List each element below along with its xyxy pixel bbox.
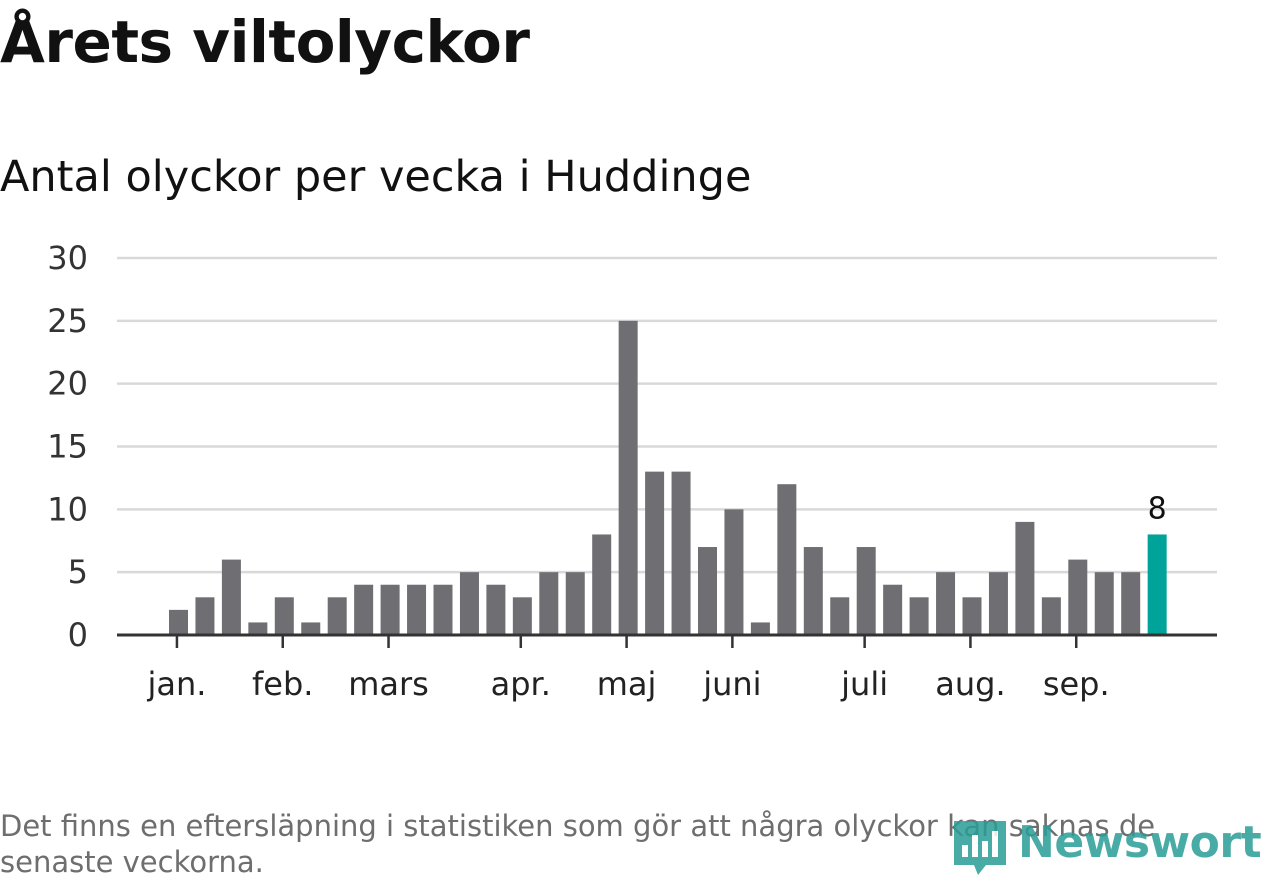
x-tick-label: mars [348, 665, 429, 703]
grid-lines [117, 256, 1217, 574]
bar [380, 584, 400, 635]
bar [909, 597, 929, 635]
bar-highlight [1147, 534, 1167, 635]
bar [645, 471, 665, 635]
bar [777, 484, 797, 635]
bar [724, 509, 744, 635]
x-tick-label: sep. [1043, 665, 1110, 703]
bar [883, 584, 903, 635]
bar [195, 597, 215, 635]
bar [1015, 521, 1035, 635]
bar [592, 534, 612, 635]
bar [1041, 597, 1061, 635]
y-tick-label: 30 [47, 239, 88, 277]
bar [248, 622, 268, 635]
bar [221, 559, 241, 635]
bar [539, 572, 559, 635]
bars [169, 320, 1167, 635]
y-tick-label: 20 [47, 365, 88, 403]
bar [1068, 559, 1088, 635]
bar [988, 572, 1008, 635]
bar [618, 320, 638, 635]
x-tick-label: juni [702, 665, 761, 703]
bar [671, 471, 691, 635]
y-tick-label: 10 [47, 490, 88, 528]
bar [459, 572, 479, 635]
x-tick-label: maj [597, 665, 657, 703]
bar [565, 572, 585, 635]
y-tick-label: 0 [68, 616, 88, 654]
x-tick-label: juli [840, 665, 888, 703]
x-tick-label: aug. [935, 665, 1005, 703]
bar [512, 597, 532, 635]
bar [354, 584, 374, 635]
x-tick-label: jan. [146, 665, 206, 703]
y-tick-label: 25 [47, 302, 88, 340]
bar [698, 547, 717, 635]
data-label-latest: 8 [1148, 491, 1167, 526]
y-axis-ticks: 0 5 10 15 20 25 30 [47, 239, 88, 654]
bar [433, 584, 453, 635]
bar [830, 597, 850, 635]
bar [803, 547, 823, 635]
bar [1121, 572, 1141, 635]
y-tick-label: 5 [68, 553, 88, 591]
x-tick-label: feb. [252, 665, 313, 703]
chart-subtitle: Antal olyckor per vecka i Huddinge [0, 152, 752, 202]
bar [274, 597, 294, 635]
chart-title: Årets viltolyckor [0, 8, 530, 76]
bar [962, 597, 982, 635]
bar [169, 609, 188, 635]
bar [486, 584, 506, 635]
brand-name: Newsworthy [1018, 817, 1262, 868]
y-tick-label: 15 [47, 428, 88, 466]
bar [856, 547, 876, 635]
newsworthy-logo-icon [954, 821, 1006, 875]
bar [407, 584, 427, 635]
bar [936, 572, 956, 635]
bar [327, 597, 347, 635]
bar [1094, 572, 1114, 635]
bar [301, 622, 321, 635]
x-tick-label: apr. [491, 665, 551, 703]
data-labels: 8 [1148, 491, 1167, 526]
brand-logo: Newsworthy [948, 815, 1262, 877]
bar [750, 622, 770, 635]
x-axis: jan. feb. mars apr. maj juni juli aug. sep. [117, 633, 1217, 703]
